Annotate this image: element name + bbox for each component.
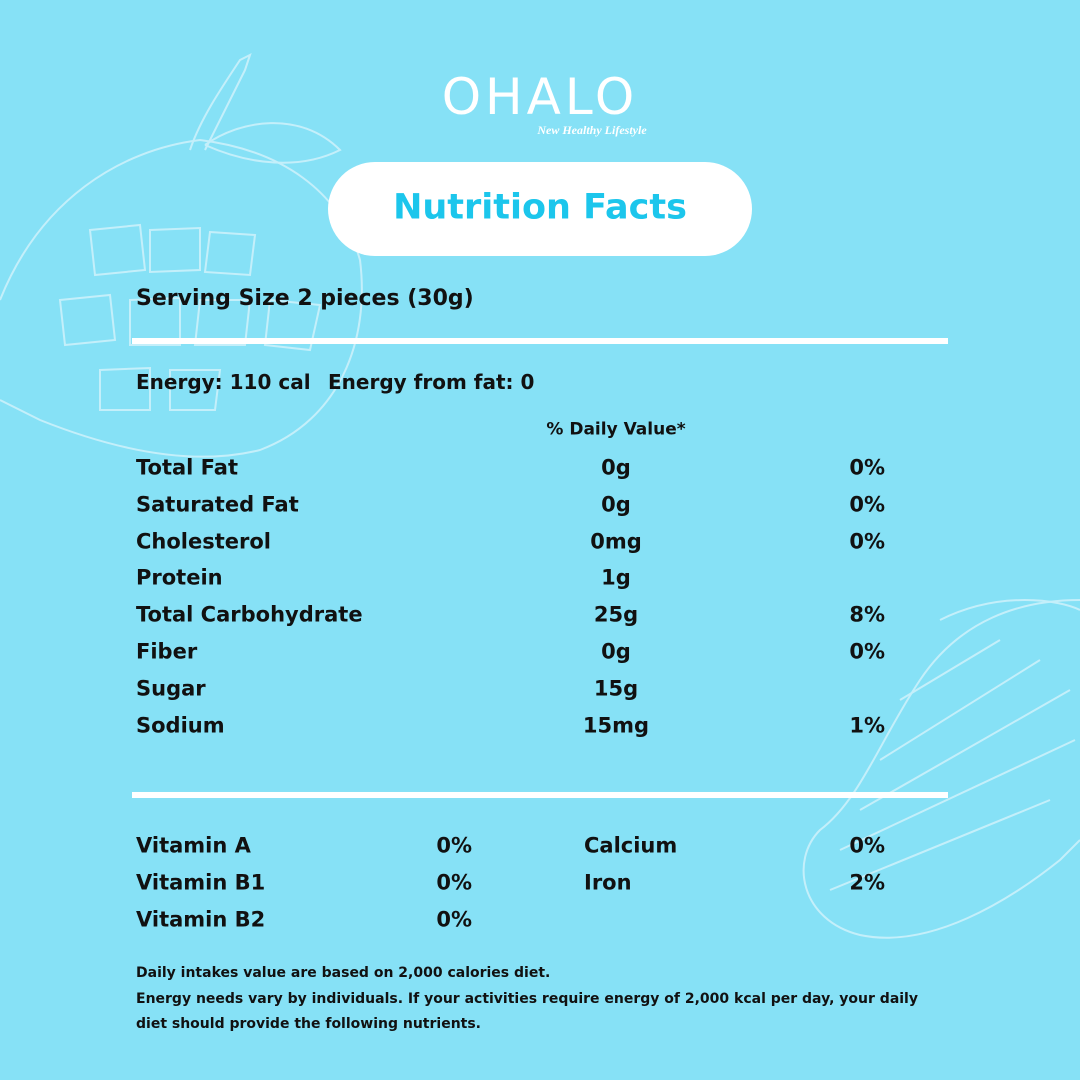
energy-from-fat: Energy from fat: 0 — [328, 370, 535, 394]
vitamin-dv: 0% — [436, 833, 472, 858]
nutrient-name: Saturated Fat — [136, 492, 299, 517]
nutrient-amount: 25g — [593, 602, 639, 627]
nutrient-dv: 0% — [849, 529, 885, 554]
footnote-line: Daily intakes value are based on 2,000 c… — [136, 965, 551, 981]
nutrient-name: Fiber — [136, 639, 198, 664]
mineral-dv: 0% — [849, 833, 885, 858]
logo-tagline: New Healthy Lifestyle — [537, 123, 647, 137]
nutrient-amount: 0mg — [590, 529, 642, 554]
nutrient-dv: 0% — [849, 639, 885, 664]
nutrient-name: Sugar — [136, 676, 206, 701]
nutrient-amount: 15mg — [582, 713, 650, 738]
nutrient-amount: 0g — [601, 639, 631, 664]
title: Nutrition Facts — [393, 187, 687, 228]
nutrient-amount: 1g — [601, 565, 631, 590]
divider — [132, 792, 948, 798]
nutrient-dv: 0% — [849, 492, 885, 517]
nutrient-dv: 1% — [849, 713, 885, 738]
nutrient-name: Cholesterol — [136, 529, 271, 554]
nutrient-name: Total Fat — [136, 455, 239, 480]
vitamin-name: Vitamin A — [136, 833, 251, 858]
title-pill — [328, 162, 752, 256]
vitamin-dv: 0% — [436, 870, 472, 895]
nutrient-name: Sodium — [136, 713, 225, 738]
daily-value-header: % Daily Value* — [546, 419, 686, 440]
footnote-line: Energy needs vary by individuals. If you… — [136, 990, 918, 1007]
nutrient-name: Protein — [136, 565, 223, 590]
vitamin-name: Vitamin B2 — [136, 907, 266, 932]
nutrient-amount: 0g — [601, 492, 631, 517]
nutrient-amount: 15g — [593, 676, 639, 701]
vitamin-dv: 0% — [436, 907, 472, 932]
nutrient-dv: 0% — [849, 455, 885, 480]
energy: Energy: 110 cal — [136, 370, 311, 394]
footnote-line: diet should provide the following nutrie… — [136, 1016, 482, 1032]
vitamin-name: Vitamin B1 — [136, 870, 266, 895]
mineral-name: Calcium — [584, 833, 678, 858]
mineral-name: Iron — [584, 870, 632, 895]
nutrient-name: Total Carbohydrate — [136, 602, 363, 627]
mineral-dv: 2% — [849, 870, 885, 895]
logo-brand: OHALO — [441, 68, 639, 126]
nutrient-amount: 0g — [601, 455, 631, 480]
divider — [132, 338, 948, 344]
serving-size: Serving Size 2 pieces (30g) — [136, 286, 474, 311]
nutrient-dv: 8% — [849, 602, 885, 627]
